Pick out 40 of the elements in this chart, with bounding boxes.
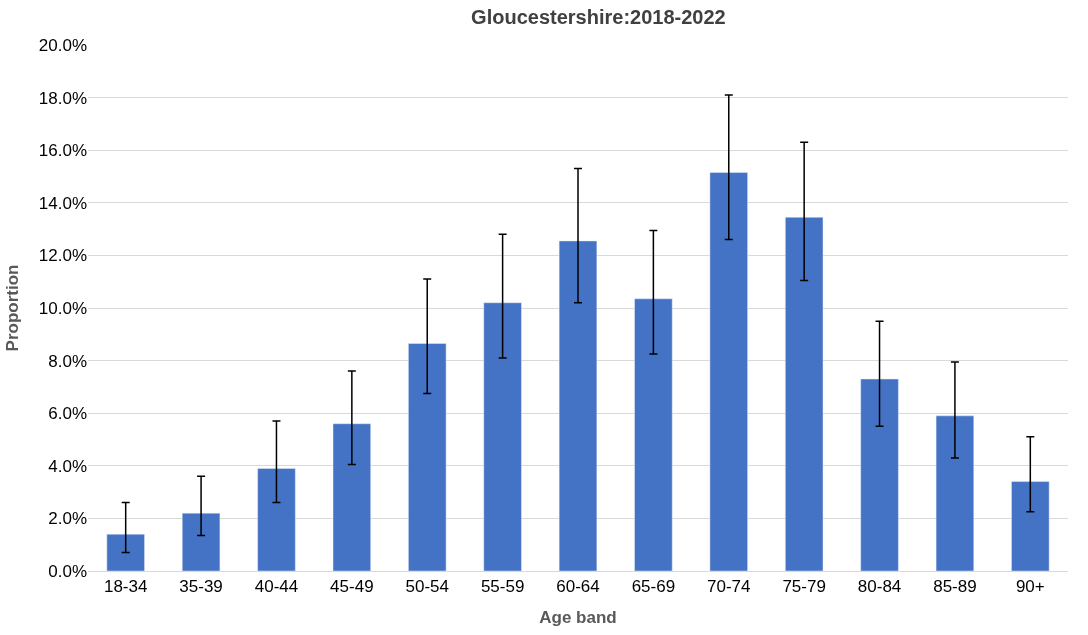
y-tick-label: 20.0%	[38, 35, 87, 55]
bar	[332, 423, 371, 571]
y-tick-label: 2.0%	[48, 509, 87, 529]
y-tick-label: 14.0%	[38, 193, 87, 213]
y-tick-label: 12.0%	[38, 246, 87, 266]
bar	[257, 468, 296, 571]
bar	[634, 298, 673, 571]
y-tick-label: 0.0%	[48, 561, 87, 581]
bar	[483, 302, 522, 571]
y-tick-label: 4.0%	[48, 456, 87, 476]
bar	[1011, 481, 1050, 571]
y-tick-label: 18.0%	[38, 88, 87, 108]
bar	[935, 415, 975, 571]
y-tick-label: 16.0%	[38, 141, 87, 161]
bar	[558, 240, 598, 571]
y-tick-label: 6.0%	[48, 404, 87, 424]
x-tick-label: 65-69	[631, 577, 676, 597]
x-tick-label: 50-54	[405, 577, 449, 597]
x-tick-label: 70-74	[707, 577, 751, 597]
x-tick-label: 90+	[1015, 577, 1045, 597]
bar	[181, 512, 221, 571]
bar	[106, 533, 145, 571]
x-tick-label: 75-79	[782, 577, 826, 597]
bar	[785, 217, 824, 571]
x-tick-label: 60-64	[556, 577, 600, 597]
bar	[860, 378, 899, 571]
x-tick-label: 40-44	[254, 577, 299, 597]
x-tick-label: 18-34	[103, 577, 148, 597]
x-tick-label: 80-84	[857, 577, 902, 597]
x-tick-label: 55-59	[480, 577, 525, 597]
y-axis-title: Proportion	[3, 264, 23, 352]
bar	[709, 172, 748, 571]
x-tick-label: 45-49	[330, 577, 374, 597]
x-tick-label: 85-89	[933, 577, 977, 597]
y-tick-label: 10.0%	[38, 298, 87, 318]
x-axis-title: Age band	[539, 607, 617, 627]
chart-title: Gloucestershire:2018-2022	[471, 5, 726, 28]
x-tick-label: 35-39	[179, 577, 223, 597]
bar	[408, 343, 447, 571]
y-tick-label: 8.0%	[48, 351, 87, 371]
